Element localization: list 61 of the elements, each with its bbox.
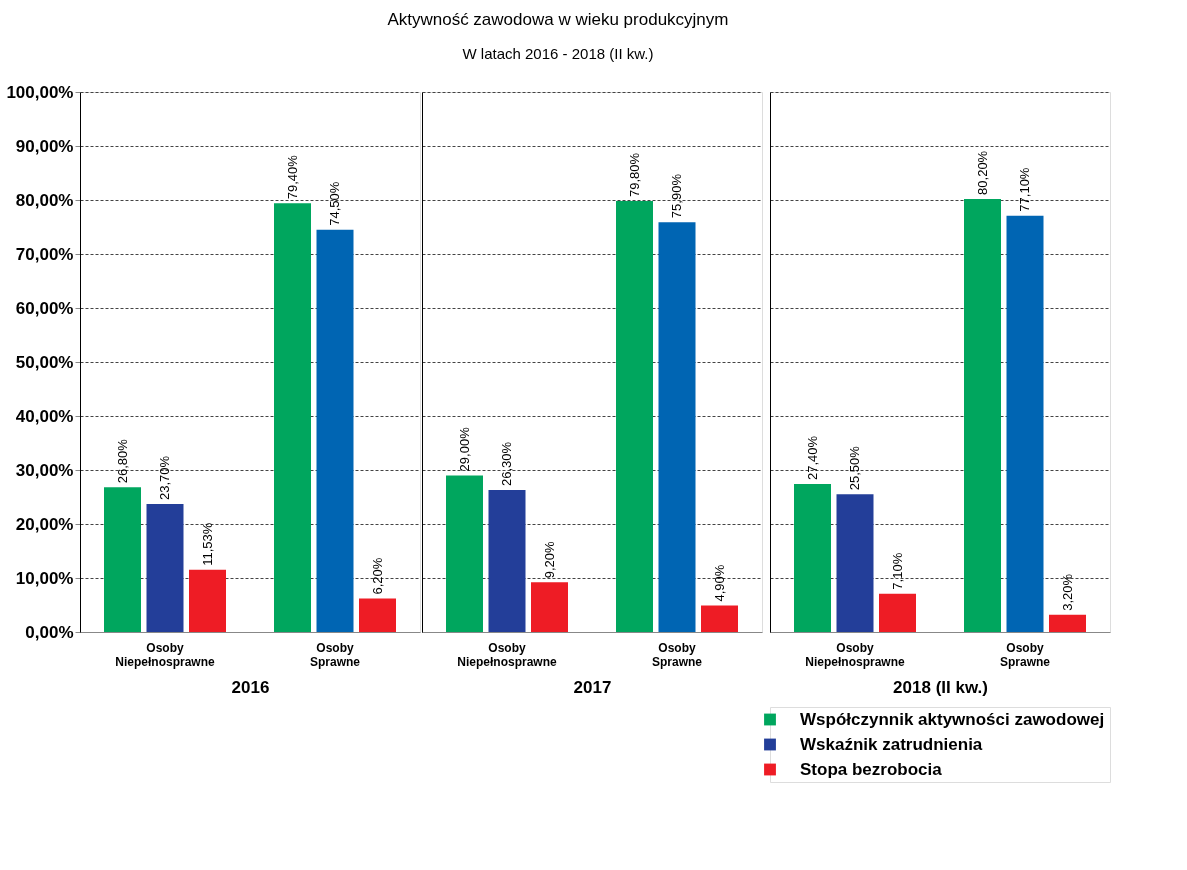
y-tick-label: 90,00%: [15, 136, 74, 156]
y-tick-label: 10,00%: [15, 568, 74, 588]
bar: [359, 598, 396, 632]
bar: [446, 475, 483, 632]
y-tick-label: 20,00%: [15, 514, 74, 534]
data-label: 29,00%: [456, 426, 472, 472]
x-tick-label: Osoby Niepełnosprawne: [457, 640, 557, 669]
bar: [616, 201, 653, 632]
bar: [104, 487, 141, 632]
data-label: 9,20%: [541, 541, 557, 579]
legend-label: Współczynnik aktywności zawodowej: [800, 709, 1105, 729]
data-label: 74,50%: [327, 181, 342, 226]
y-tick-label: 60,00%: [15, 298, 74, 318]
bar: [879, 593, 916, 632]
x-axis-title: 2017: [573, 677, 612, 697]
bar: [146, 504, 184, 632]
y-tick-label: 100,00%: [6, 82, 74, 102]
data-label: 79,80%: [626, 152, 642, 198]
data-label: 80,20%: [974, 150, 990, 195]
bar: [1049, 614, 1086, 632]
x-axis-title: 2018 (II kw.): [893, 677, 988, 697]
x-tick-label: Osoby Niepełnosprawne: [115, 640, 215, 669]
bar: [316, 229, 354, 632]
y-tick-label: 70,00%: [15, 244, 74, 264]
y-tick-label: 0,00%: [25, 622, 74, 642]
bar: [794, 484, 831, 632]
data-label: 7,10%: [889, 552, 905, 590]
y-tick-label: 40,00%: [15, 406, 74, 426]
y-tick-label: 50,00%: [15, 352, 74, 372]
data-label: 26,80%: [114, 438, 130, 484]
bar: [531, 582, 568, 632]
data-label: 75,90%: [669, 173, 684, 219]
x-axis-title: 2016: [231, 677, 270, 697]
data-label: 23,70%: [157, 455, 172, 501]
y-tick-label: 80,00%: [15, 190, 74, 210]
chart-subtitle: W latach 2016 - 2018 (II kw.): [462, 44, 654, 62]
bar: [701, 605, 738, 632]
bar: [189, 569, 226, 632]
legend-label: Wskaźnik zatrudnienia: [800, 734, 983, 754]
data-label: 3,20%: [1059, 573, 1075, 611]
data-label: 77,10%: [1017, 167, 1032, 212]
data-label: 6,20%: [369, 557, 385, 595]
bar: [274, 203, 311, 632]
x-tick-label: Osoby Sprawne: [651, 640, 703, 669]
x-tick-label: Osoby Sprawne: [309, 640, 361, 669]
data-label: 79,40%: [284, 154, 300, 200]
y-tick-label: 30,00%: [15, 460, 74, 480]
bar: [488, 489, 526, 632]
bar: [658, 222, 696, 632]
x-tick-label: Osoby Sprawne: [999, 640, 1051, 669]
chart-title: Aktywność zawodowa w wieku produkcyjnym: [387, 9, 729, 29]
data-label: 11,53%: [199, 522, 215, 566]
x-tick-label: Osoby Niepełnosprawne: [805, 640, 905, 669]
bar: [836, 494, 874, 632]
data-label: 26,30%: [499, 441, 514, 486]
data-label: 27,40%: [804, 435, 820, 481]
data-label: 25,50%: [847, 445, 862, 491]
data-label: 4,90%: [711, 564, 727, 602]
bar: [964, 198, 1001, 632]
legend-label: Stopa bezrobocia: [800, 759, 943, 779]
bar: [1006, 215, 1044, 632]
